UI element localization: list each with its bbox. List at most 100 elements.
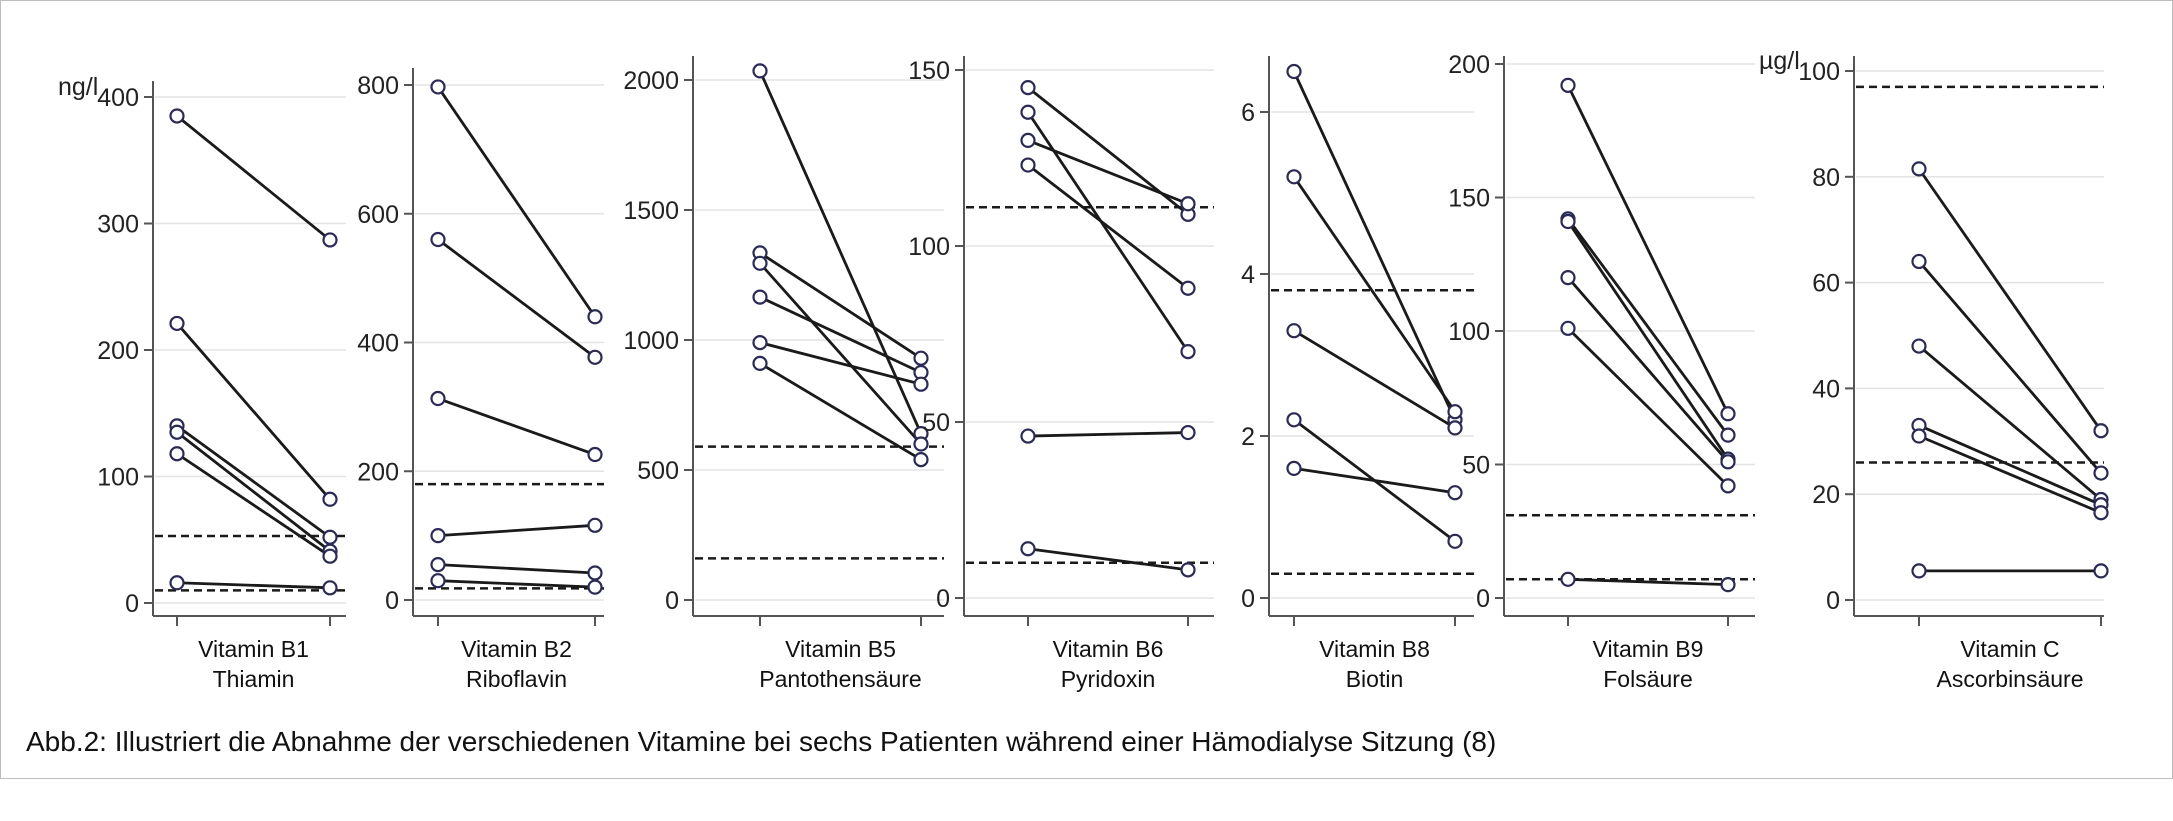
series-line [176,114,331,242]
y-tick-label: 200 [357,458,399,486]
chart-3: 0 500 1000 1500 2000 Vitamin B5 Pantothensäure [623,56,944,692]
data-point [752,355,768,371]
series-line [1293,329,1456,430]
y-tick-label: 50 [922,409,950,437]
y-tick-label: 40 [1812,375,1840,403]
data-point [1020,428,1036,444]
series-line [437,238,596,359]
y-tick-label: 300 [97,211,139,239]
unit-label: µg/l [1759,47,1800,75]
y-tick-label: 500 [637,457,679,485]
data-point [587,517,603,533]
series-line [176,431,331,553]
series-line [1292,70,1457,421]
series-line [1918,434,2102,515]
series-line [1566,218,1730,436]
series-line [1567,327,1729,487]
chart-6: 0 50 100 150 200 Vitamin B9 Folsäure [1448,51,1755,692]
chart-subtitle: Ascorbinsäure [1936,666,2083,692]
data-point [322,548,338,564]
data-point [1911,428,1927,444]
data-point [752,255,768,271]
data-point [1911,253,1927,270]
series-line [1566,276,1730,463]
data-point [1720,406,1736,422]
y-tick-label: 200 [1448,51,1490,79]
data-point [322,580,338,596]
y-tick-label: 100 [1798,58,1840,86]
data-point [430,390,446,407]
y-tick-label: 2000 [623,67,679,95]
data-point [169,315,185,332]
y-tick-label: 800 [357,72,399,100]
chart-subtitle: Pyridoxin [1061,666,1156,692]
series-line [1026,111,1190,353]
data-point [430,573,446,589]
y-tick-label: 150 [1448,185,1490,213]
data-point [322,529,338,545]
chart-5: 0 2 4 6 Vitamin B8 Biotin [1241,56,1474,692]
series-line [1027,139,1189,206]
y-tick-label: 0 [1241,585,1255,613]
y-tick-label: 50 [1462,452,1490,480]
chart-title: Vitamin C [1960,636,2059,662]
data-point [1720,478,1736,494]
data-point [587,446,603,463]
data-point [1560,571,1576,587]
data-point [1911,563,1927,579]
chart-subtitle: Riboflavin [466,666,567,692]
y-tick-label: 0 [1826,587,1840,615]
data-point [1720,427,1736,443]
series-line [1567,577,1729,587]
data-point [1720,577,1736,593]
figure-caption: Abb.2: Illustriert die Abnahme der versc… [26,726,1497,757]
data-point [1020,132,1036,148]
data-point [752,289,768,305]
chart-subtitle: Folsäure [1603,666,1692,692]
data-point [587,309,603,325]
data-point [1180,280,1196,296]
data-point [169,575,185,591]
series-line [437,397,596,456]
data-point [2093,505,2109,521]
data-point [2093,563,2109,579]
series-line [176,452,331,558]
data-point [1447,485,1463,501]
y-tick-label: 100 [97,464,139,492]
data-point [913,436,929,452]
data-point [169,108,185,124]
chart-title: Vitamin B2 [461,636,572,662]
series-line [758,262,923,445]
y-tick-label: 6 [1241,99,1255,127]
series-line [1918,345,2102,501]
data-point [1447,533,1463,549]
chart-title: Vitamin B8 [1319,636,1430,662]
chart-subtitle: Pantothensäure [759,666,921,692]
chart-title: Vitamin B1 [198,636,309,662]
series-line [437,523,596,538]
data-point [1286,63,1302,80]
data-point [1911,161,1927,177]
series-line [436,86,597,318]
data-point [587,349,603,365]
series-line [1292,176,1457,413]
data-point [1020,79,1036,96]
data-point [169,424,185,440]
data-point [1020,157,1036,173]
data-point [430,231,446,248]
data-point [1180,562,1196,578]
data-point [1560,77,1576,93]
y-tick-label: 100 [908,233,950,261]
series-line [176,581,331,590]
data-point [169,446,185,462]
y-tick-label: 600 [357,201,399,229]
series-line [1293,467,1456,495]
series-line [1027,547,1189,572]
data-point [913,452,929,468]
data-point [1286,323,1302,339]
data-point [752,335,768,351]
series-line [759,341,922,386]
y-tick-label: 2 [1241,423,1255,451]
